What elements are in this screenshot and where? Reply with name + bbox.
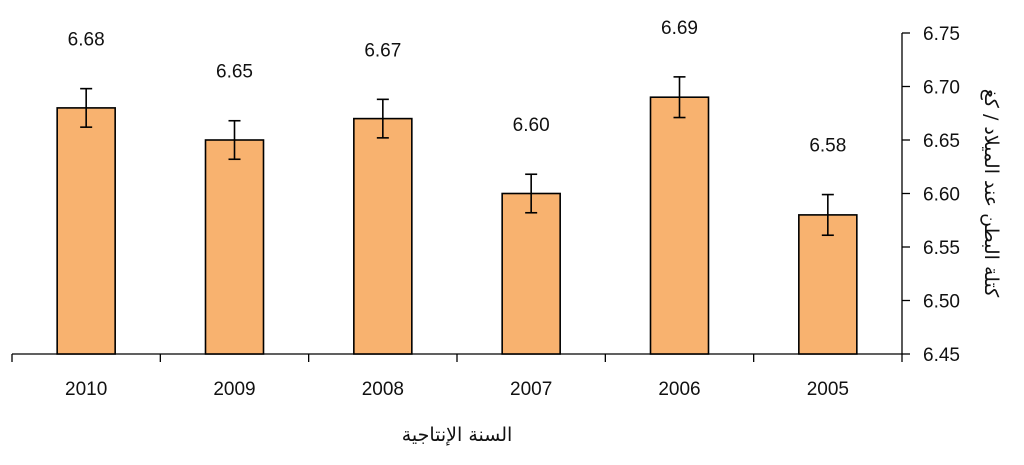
y-tick-label: 6.65 <box>923 131 960 152</box>
bar <box>204 139 265 355</box>
bar <box>798 214 858 355</box>
y-tick-label: 6.60 <box>923 185 960 206</box>
x-axis-ticks: 2010 2009 2008 2007 2006 2005 <box>11 354 903 400</box>
x-tick-label: 2006 <box>658 379 700 400</box>
y-tick-label: 6.75 <box>923 24 960 45</box>
x-tick-label: 2007 <box>510 379 552 400</box>
data-label: 6.69 <box>661 18 698 39</box>
y-tick-label: 6.70 <box>923 78 960 99</box>
bar <box>353 117 413 355</box>
bar <box>649 96 710 355</box>
x-tick-label: 2009 <box>213 379 255 400</box>
value-labels: 6.68 6.65 6.67 6.60 6.69 6.58 <box>68 18 847 157</box>
error-bars <box>80 76 834 237</box>
data-label: 6.58 <box>809 136 846 157</box>
x-tick-label: 2008 <box>362 379 404 400</box>
y-tick-label: 6.50 <box>923 292 960 313</box>
x-axis-title: السنة الإنتاجية <box>402 424 513 446</box>
y-axis-ticks: 6.45 6.50 6.55 6.60 6.65 6.70 6.75 <box>902 24 960 366</box>
y-axis-title: كتلة البطن عند الميلاد / كغ <box>980 89 1002 298</box>
data-label: 6.68 <box>68 30 105 51</box>
data-label: 6.67 <box>364 40 401 61</box>
axes <box>12 33 903 355</box>
data-label: 6.60 <box>513 115 550 136</box>
bars <box>56 96 858 355</box>
y-tick-label: 6.45 <box>923 345 960 366</box>
x-tick-label: 2005 <box>807 379 849 400</box>
bar <box>56 107 116 355</box>
bar <box>501 192 561 355</box>
data-label: 6.65 <box>216 62 253 83</box>
x-tick-label: 2010 <box>65 379 107 400</box>
y-tick-label: 6.55 <box>923 238 960 259</box>
